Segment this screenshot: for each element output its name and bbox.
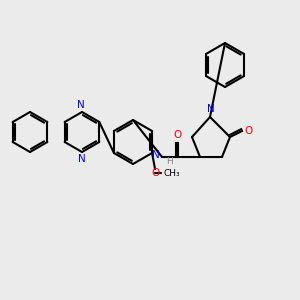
- Text: N: N: [78, 154, 86, 164]
- Text: O: O: [173, 130, 181, 140]
- Text: CH₃: CH₃: [163, 169, 180, 178]
- Text: N: N: [207, 104, 215, 114]
- Text: O: O: [151, 168, 159, 178]
- Text: O: O: [244, 126, 252, 136]
- Text: N: N: [77, 100, 85, 110]
- Text: N: N: [152, 150, 160, 160]
- Text: H: H: [166, 158, 173, 166]
